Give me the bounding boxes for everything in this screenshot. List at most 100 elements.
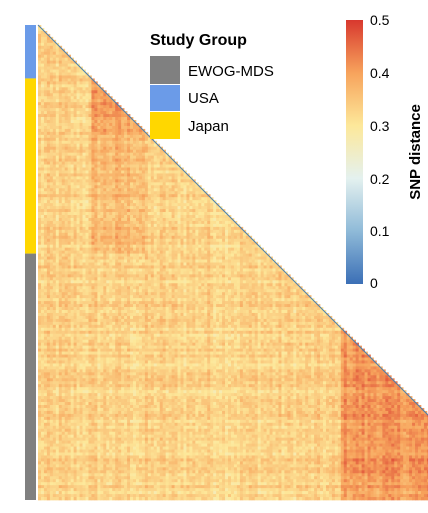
heatmap-cell	[156, 182, 161, 186]
heatmap-cell	[38, 197, 42, 201]
heatmap-cell	[147, 318, 152, 323]
heatmap-cell	[174, 304, 178, 308]
heatmap-cell	[144, 191, 149, 195]
heatmap-cell	[58, 283, 63, 287]
heatmap-cell	[257, 256, 262, 260]
heatmap-cell	[55, 75, 60, 79]
heatmap-cell	[233, 307, 238, 311]
heatmap-cell	[147, 137, 152, 142]
heatmap-cell	[278, 315, 282, 320]
heatmap-cell	[40, 63, 45, 67]
heatmap-cell	[269, 262, 273, 266]
heatmap-cell	[290, 295, 294, 299]
heatmap-cell	[46, 307, 51, 311]
heatmap-cell	[103, 105, 107, 109]
heatmap-cell	[156, 215, 161, 219]
heatmap-cell	[165, 310, 169, 314]
heatmap-cell	[79, 125, 83, 130]
heatmap-cell	[275, 310, 279, 314]
heatmap-cell	[67, 253, 72, 257]
heatmap-cell	[70, 176, 74, 180]
heatmap-cell	[49, 307, 54, 311]
heatmap-cell	[251, 256, 256, 260]
heatmap-cell	[130, 164, 134, 168]
heatmap-cell	[67, 247, 72, 251]
heatmap-cell	[230, 256, 235, 260]
heatmap-cell	[55, 66, 60, 70]
heatmap-cell	[127, 117, 131, 121]
heatmap-cell	[165, 304, 169, 308]
heatmap-cell	[76, 277, 80, 281]
heatmap-cell	[275, 277, 279, 281]
heatmap-cell	[67, 155, 72, 159]
heatmap-cell	[133, 286, 137, 290]
heatmap-cell	[127, 182, 131, 186]
heatmap-cell	[79, 117, 83, 121]
heatmap-cell	[245, 304, 250, 308]
heatmap-cell	[112, 295, 116, 299]
heatmap-cell	[186, 250, 190, 254]
heatmap-cell	[58, 209, 63, 213]
heatmap-cell	[49, 318, 54, 323]
heatmap-cell	[233, 265, 238, 269]
heatmap-cell	[76, 215, 80, 219]
heatmap-cell	[135, 271, 140, 275]
heatmap-cell	[94, 164, 98, 168]
heatmap-cell	[97, 262, 101, 266]
heatmap-cell	[141, 179, 146, 183]
heatmap-cell	[144, 143, 149, 148]
heatmap-cell	[305, 298, 309, 302]
heatmap-cell	[91, 125, 95, 130]
heatmap-cell	[201, 203, 205, 207]
heatmap-cell	[150, 173, 155, 177]
heatmap-cell	[296, 304, 300, 308]
heatmap-cell	[257, 307, 262, 311]
heatmap-cell	[156, 295, 161, 299]
heatmap-cell	[115, 268, 119, 272]
heatmap-cell	[46, 146, 51, 151]
heatmap-cell	[121, 164, 125, 168]
heatmap-cell	[38, 161, 42, 165]
heatmap-cell	[171, 194, 175, 198]
heatmap-cell	[38, 253, 42, 257]
heatmap-cell	[67, 182, 72, 186]
heatmap-cell	[135, 229, 140, 234]
heatmap-cell	[38, 194, 42, 198]
heatmap-cell	[189, 268, 193, 272]
heatmap-cell	[141, 217, 146, 222]
heatmap-cell	[239, 229, 244, 234]
heatmap-cell	[130, 161, 134, 165]
heatmap-cell	[76, 152, 80, 156]
heatmap-cell	[124, 143, 128, 148]
heatmap-cell	[112, 310, 116, 314]
heatmap-cell	[106, 161, 110, 165]
heatmap-cell	[67, 215, 72, 219]
heatmap-cell	[52, 137, 57, 142]
heatmap-cell	[133, 161, 137, 165]
heatmap-cell	[133, 310, 137, 314]
heatmap-cell	[38, 75, 42, 79]
heatmap-cell	[58, 292, 63, 296]
heatmap-cell	[133, 155, 137, 159]
heatmap-cell	[118, 161, 122, 165]
heatmap-cell	[210, 292, 214, 296]
heatmap-cell	[106, 277, 110, 281]
heatmap-cell	[130, 143, 134, 148]
heatmap-cell	[38, 277, 42, 281]
heatmap-cell	[46, 84, 51, 88]
heatmap-cell	[251, 289, 256, 293]
heatmap-cell	[135, 268, 140, 272]
heatmap-cell	[52, 63, 57, 67]
heatmap-cell	[94, 280, 98, 284]
heatmap-cell	[204, 310, 208, 314]
heatmap-cell	[52, 114, 57, 118]
heatmap-cell	[79, 149, 83, 154]
heatmap-cell	[76, 170, 80, 174]
heatmap-cell	[204, 253, 208, 257]
heatmap-cell	[91, 247, 95, 251]
heatmap-cell	[52, 182, 57, 186]
heatmap-cell	[153, 155, 158, 159]
heatmap-cell	[177, 289, 181, 293]
heatmap-cell	[320, 312, 324, 317]
heatmap-cell	[236, 238, 241, 243]
